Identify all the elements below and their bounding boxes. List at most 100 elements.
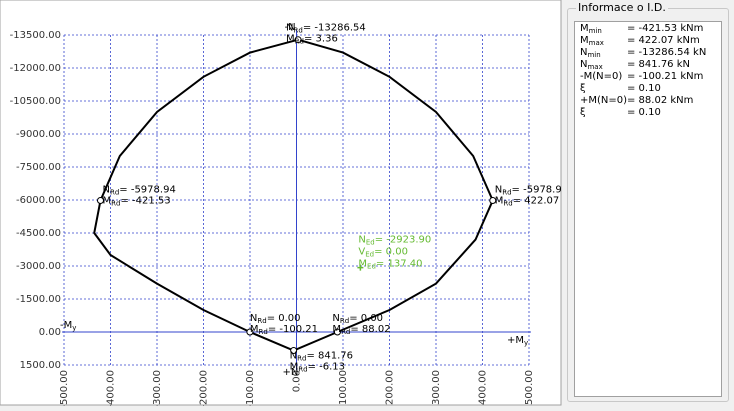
info-symbol: M [580,35,589,46]
axis-label: +My [507,335,528,347]
info-row: Mmax = 422.07 kNm [580,35,721,47]
info-row: Mmin = -421.53 kNm [580,23,721,35]
info-symbol: N [580,47,588,58]
design-load-label-value: = -2923.90 [375,235,432,246]
info-row: ξ = 0.10 [580,83,721,94]
point-label-sub: Rd [340,317,349,325]
point-label-value: = -100.21 [268,324,318,335]
point-marker [333,328,341,336]
info-value: = 841.76 kN [627,59,690,70]
point-label-sub: Rd [259,328,268,336]
point-label: MRd= -421.53 [102,195,170,207]
point-marker [294,36,302,44]
plot-panel [0,0,562,406]
info-key: ξ [580,83,627,94]
x-tick-label: 500.00 [524,370,535,405]
design-load-label-sym: N [358,235,365,246]
info-subscript: max [588,39,604,47]
x-tick-label: 200.00 [385,370,396,405]
point-label-sym: M [332,324,341,335]
point-label: NRd= 841.76 [290,351,353,363]
info-value: = 0.10 [627,107,661,118]
x-tick-label: 0.00 [292,370,303,392]
x-tick-label: -200.00 [199,370,210,406]
x-tick-label: 300.00 [431,370,442,405]
point-label-sym: N [250,313,257,324]
point-label-sub: Rd [503,199,512,207]
x-tick-label: -100.00 [245,370,256,406]
info-row: Nmin = -13286.54 kN [580,47,721,59]
design-load-label: VEd= 0.00 [358,247,408,259]
x-tick-label: -300.00 [152,370,163,406]
chart: -13500.00 -12000.00 -10500.00 -9000.00 -7500… [0,0,562,406]
y-tick-label: -13500.00 [10,30,61,41]
point-label: MRd= -6.13 [290,362,345,374]
point-label-value: = 422.07 [513,195,560,206]
y-tick-label: -4500.00 [16,228,61,239]
info-key: Nmax [580,59,627,71]
point-label-sym: M [286,34,295,45]
point-label-sub: Rd [110,188,119,196]
info-row: +M(N=0) = 88.02 kNm [580,95,721,106]
info-key: Nmin [580,47,627,59]
point-label-sub: Rd [294,27,303,35]
info-symbol: -M(N=0) [580,71,623,82]
point-label: MRd= 422.07 [495,195,560,207]
point-label-value: = -13286.54 [303,23,366,34]
point-label-sym: M [250,324,259,335]
design-load-label-value: = 0.00 [374,247,408,258]
interaction-curve [93,38,494,352]
point-label-sym: N [290,351,297,362]
design-load-label-sym: M [358,259,367,270]
info-symbol: M [580,23,589,34]
info-symbol: ξ [580,83,586,94]
point-label-value: = -6.13 [308,362,345,373]
y-tick-label: 0.00 [39,327,61,338]
info-symbol: ξ [580,107,586,118]
point-label-sub: Rd [502,188,511,196]
point-label: NRd= -5978.94 [495,184,562,196]
point-label-sym: N [286,23,293,34]
axis-label-sym: +M [507,335,524,346]
axis-label: -My [60,320,76,332]
point-label: NRd= -5978.94 [102,184,175,196]
info-value: = 422.07 kNm [627,35,700,46]
axis-label-sub: y [72,324,76,332]
info-row: ξ = 0.10 [580,107,721,118]
info-value: = -421.53 kNm [627,23,704,34]
point-label-value: = 88.02 [350,324,390,335]
info-key: +M(N=0) [580,95,627,106]
point-label-sub: Rd [111,199,120,207]
point-label-value: = 841.76 [306,351,353,362]
point-label-sub: Rd [341,328,350,336]
x-tick-label: -400.00 [106,370,117,406]
point-label: MRd= 3.36 [286,34,338,46]
point-marker [489,196,497,204]
point-label: MRd= -100.21 [250,324,318,336]
design-load-label: MEd= 137.40 [358,259,422,271]
y-tick-label: -7500.00 [16,162,61,173]
info-value: = -13286.54 kN [627,47,707,58]
design-load-label-sub: Ed [367,263,376,271]
x-tick-label: 100.00 [338,370,349,405]
point-label-value: = -5978.94 [512,184,562,195]
point-marker [96,196,104,204]
y-tick-label: -6000.00 [16,195,61,206]
y-tick-label: 1500.00 [20,360,61,371]
y-tick-label: -1500.00 [16,294,61,305]
point-label-sym: N [332,313,339,324]
axis-label-sym: -M [60,320,72,331]
x-tick-label: -500.00 [59,370,70,406]
point-label-sym: M [102,195,111,206]
y-tick-label: -12000.00 [10,63,61,74]
point-label-sym: M [495,195,504,206]
point-label-value: = 0.00 [267,313,301,324]
info-subscript: max [587,63,603,71]
point-label-sub: Rd [298,366,307,374]
point-label-value: = 3.36 [304,34,338,45]
axis-label-sub: y [524,339,528,347]
info-key: Mmin [580,23,627,35]
info-row: -M(N=0) = -100.21 kNm [580,71,721,82]
design-load-label: NEd= -2923.90 [358,235,431,247]
